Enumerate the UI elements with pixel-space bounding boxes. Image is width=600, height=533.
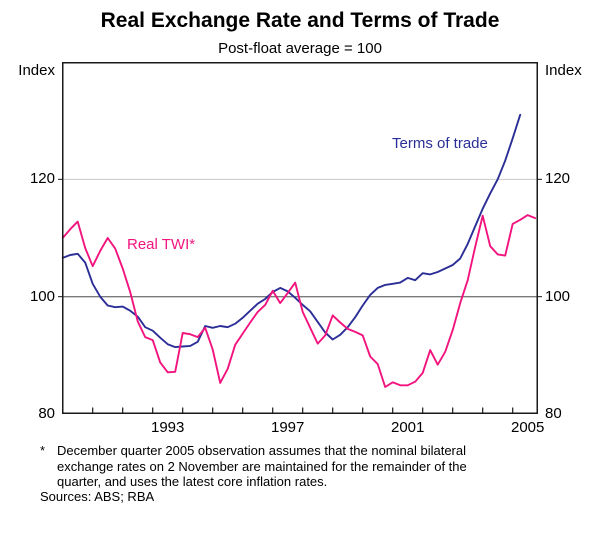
footnote-marker: * — [40, 443, 46, 458]
y-axis-unit-left: Index — [18, 62, 55, 79]
x-tick-label-2005: 2005 — [511, 419, 545, 436]
footnote-text: December quarter 2005 observation assume… — [57, 443, 560, 490]
plot-area — [58, 62, 542, 414]
real-twi-label: Real TWI* — [127, 236, 196, 253]
x-tick-label-2001: 2001 — [391, 419, 425, 436]
y-tick-label-right-100: 100 — [545, 287, 571, 305]
y-axis-unit-right: Index — [545, 62, 582, 79]
chart-title: Real Exchange Rate and Terms of Trade — [100, 9, 500, 32]
y-tick-label-left-80: 80 — [38, 405, 55, 422]
footnote-line-3: quarter, and uses the latest core inflat… — [57, 474, 328, 489]
y-tick-label-left-100: 100 — [29, 287, 55, 305]
footnote: * December quarter 2005 observation assu… — [40, 443, 560, 490]
x-tick-label-1993: 1993 — [151, 419, 185, 436]
footnote-line-2: exchange rates on 2 November are maintai… — [57, 458, 467, 474]
footnote-line-1: December quarter 2005 observation assume… — [57, 443, 467, 458]
sources-line: Sources: ABS; RBA — [40, 489, 155, 504]
y-tick-label-right-80: 80 — [545, 405, 562, 422]
chart-frame — [62, 62, 538, 414]
y-tick-label-left-120: 120 — [29, 170, 55, 188]
chart-subtitle: Post-float average = 100 — [218, 40, 382, 57]
chart-svg — [58, 62, 542, 414]
real-twi-line — [61, 214, 537, 388]
terms-of-trade-line — [61, 113, 522, 349]
y-tick-label-right-120: 120 — [545, 170, 571, 188]
x-tick-label-1997: 1997 — [271, 419, 305, 436]
terms-of-trade-label: Terms of trade — [392, 135, 488, 152]
